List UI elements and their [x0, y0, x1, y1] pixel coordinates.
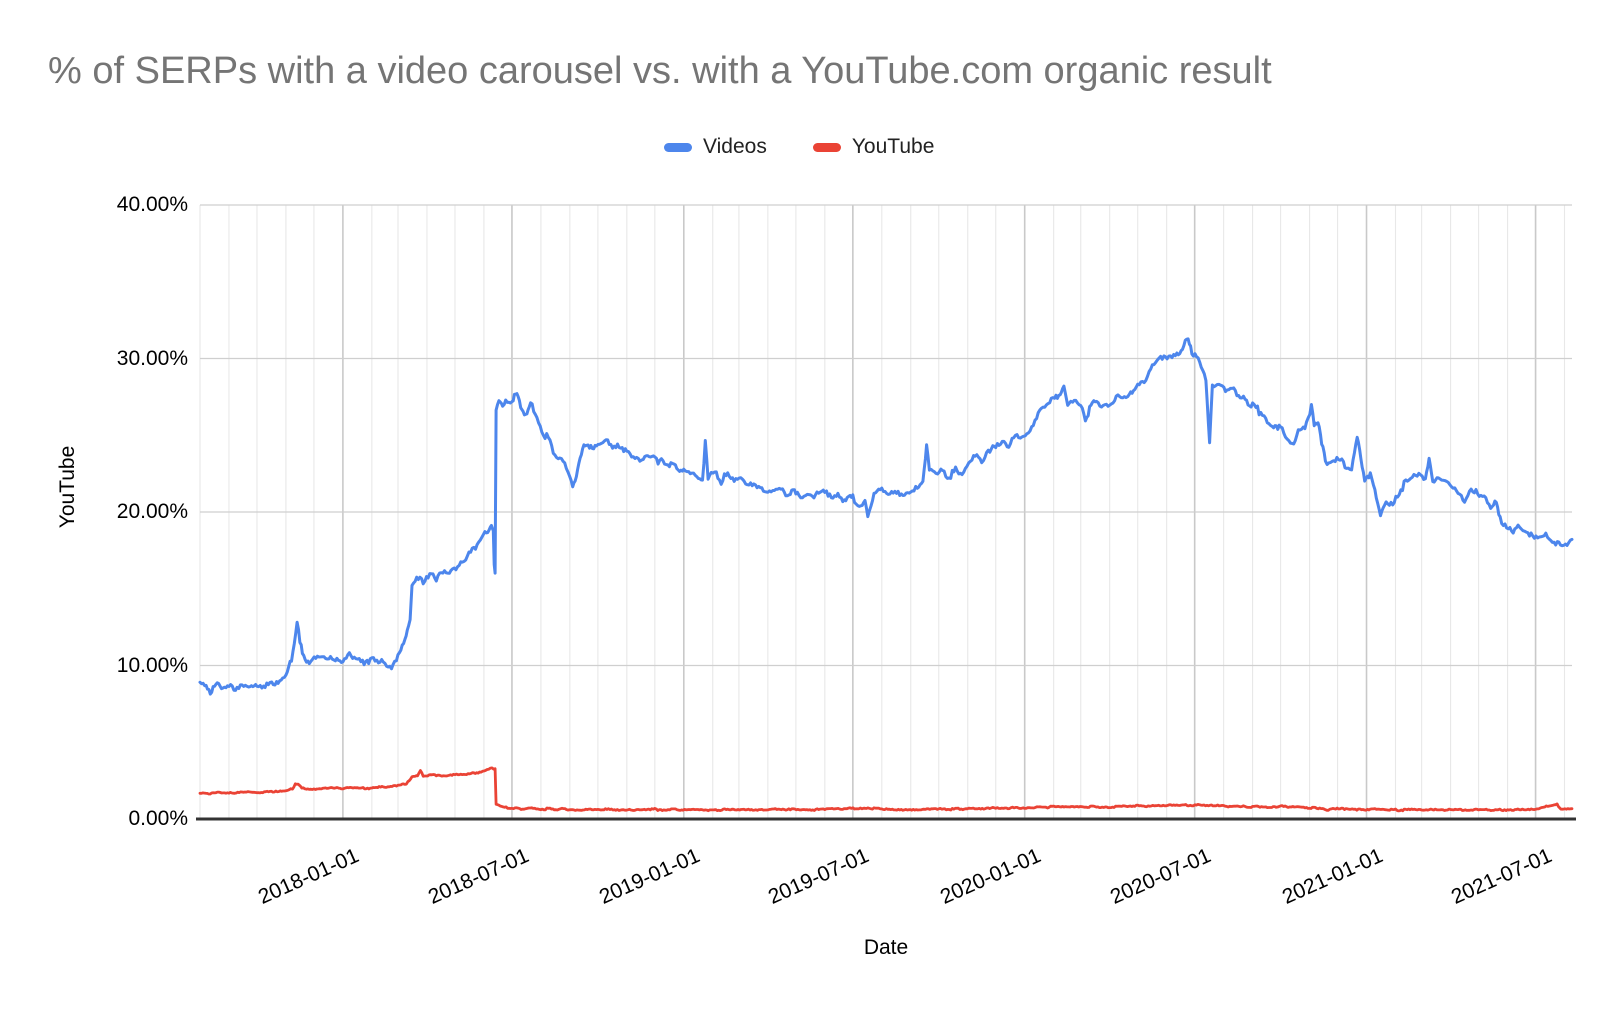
x-axis-title: Date — [863, 936, 909, 959]
y-tick-label: 20.00% — [116, 500, 188, 523]
youtube-legend-swatch-icon — [812, 142, 841, 152]
chart-title: % of SERPs with a video carousel vs. wit… — [48, 50, 1272, 92]
y-tick-label: 40.00% — [116, 193, 188, 216]
legend-item-videos: Videos — [664, 135, 767, 159]
y-tick-label: 0.00% — [128, 807, 188, 830]
y-tick-label: 10.00% — [116, 653, 188, 677]
videos-legend-swatch-icon — [664, 142, 692, 152]
series-lines — [198, 337, 1574, 813]
videos-legend-label: Videos — [703, 135, 767, 158]
youtube-legend-label: YouTube — [851, 135, 935, 158]
horizontal-gridlines — [200, 204, 1572, 667]
y-tick-label: 30.00% — [116, 346, 188, 370]
videos-series-line — [198, 337, 1574, 696]
youtube-series-line — [198, 766, 1574, 813]
legend: Videos YouTube — [664, 135, 934, 159]
y-axis-title: YouTube — [56, 445, 79, 529]
legend-item-youtube: YouTube — [812, 135, 935, 159]
